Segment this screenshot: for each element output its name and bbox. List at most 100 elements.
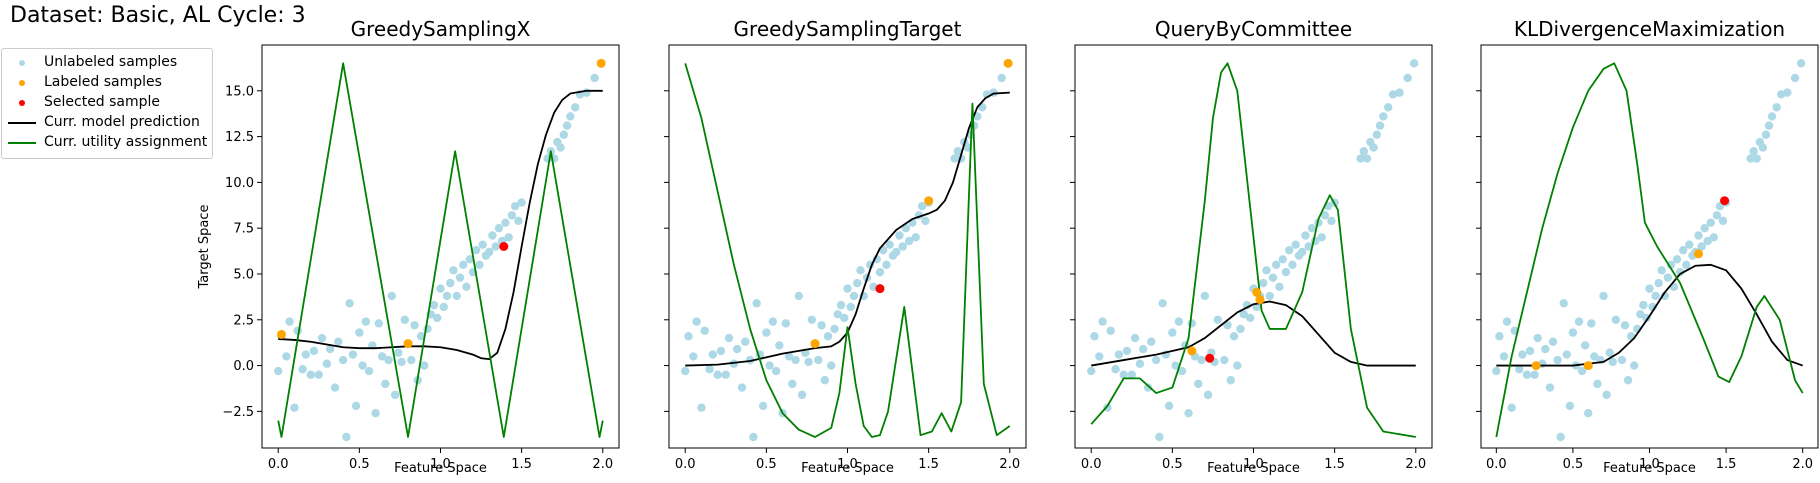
unlabeled-point bbox=[355, 328, 364, 337]
unlabeled-point bbox=[465, 255, 474, 264]
unlabeled-point bbox=[1525, 346, 1535, 356]
unlabeled-point bbox=[556, 143, 565, 152]
unlabeled-point bbox=[1574, 317, 1584, 326]
unlabeled-point bbox=[1138, 344, 1148, 354]
unlabeled-point bbox=[1203, 390, 1213, 400]
unlabeled-point bbox=[1639, 300, 1648, 310]
unlabeled-point bbox=[462, 282, 471, 291]
unlabeled-point bbox=[455, 273, 465, 282]
unlabeled-point bbox=[420, 361, 429, 370]
unlabeled-point bbox=[895, 231, 904, 240]
unlabeled-point bbox=[301, 350, 311, 359]
unlabeled-point bbox=[1383, 103, 1393, 112]
unlabeled-point bbox=[1515, 365, 1524, 374]
unlabeled-point bbox=[1636, 310, 1645, 319]
unlabeled-point bbox=[681, 366, 690, 376]
unlabeled-point bbox=[1158, 299, 1167, 308]
unlabeled-point bbox=[705, 365, 714, 374]
legend-item-utility: Curr. utility assignment bbox=[2, 133, 210, 153]
unlabeled-point bbox=[416, 332, 426, 341]
unlabeled-point bbox=[1356, 154, 1365, 163]
subplot-title: KLDivergenceMaximization bbox=[1514, 17, 1785, 41]
unlabeled-point bbox=[784, 352, 794, 361]
unlabeled-point bbox=[901, 223, 911, 233]
unlabeled-point bbox=[771, 366, 781, 376]
unlabeled-point bbox=[351, 401, 361, 411]
x-axis-label: Feature Space bbox=[1603, 461, 1696, 476]
unlabeled-point bbox=[817, 321, 826, 330]
unlabeled-point bbox=[1580, 341, 1590, 350]
unlabeled-point bbox=[1327, 216, 1336, 226]
unlabeled-point bbox=[1533, 333, 1542, 343]
legend-item-unlabeled: Unlabeled samples bbox=[2, 53, 210, 73]
utility-line bbox=[1495, 62, 1804, 438]
unlabeled-point bbox=[1599, 291, 1608, 301]
unlabeled-point bbox=[517, 198, 526, 207]
prediction-line-icon bbox=[8, 122, 36, 124]
unlabeled-point bbox=[384, 355, 393, 365]
unlabeled-point bbox=[285, 317, 294, 326]
unlabeled-point bbox=[1143, 383, 1153, 392]
unlabeled-point bbox=[1562, 350, 1571, 359]
unlabeled-point bbox=[1654, 278, 1663, 288]
labeled-point bbox=[1255, 295, 1265, 305]
labeled-point bbox=[403, 339, 413, 349]
unlabeled-point bbox=[1229, 332, 1239, 341]
unlabeled-point bbox=[1127, 370, 1136, 379]
unlabeled-point bbox=[566, 112, 575, 121]
selected-point bbox=[875, 284, 885, 294]
unlabeled-point bbox=[1617, 355, 1627, 365]
unlabeled-point bbox=[330, 383, 340, 392]
unlabeled-point bbox=[1577, 366, 1587, 376]
legend-label: Selected sample bbox=[44, 94, 161, 110]
utility-line-icon bbox=[8, 142, 36, 144]
unlabeled-point bbox=[1095, 352, 1104, 361]
unlabeled-point bbox=[475, 260, 484, 270]
unlabeled-point bbox=[1767, 112, 1777, 121]
unlabeled-point bbox=[1548, 337, 1558, 346]
unlabeled-point bbox=[1507, 403, 1516, 412]
unlabeled-point bbox=[911, 233, 920, 242]
unlabeled-point bbox=[439, 302, 448, 312]
unlabeled-point bbox=[1611, 315, 1621, 324]
unlabeled-point bbox=[400, 315, 409, 324]
unlabeled-point bbox=[729, 359, 739, 368]
utility-line bbox=[1090, 62, 1416, 438]
unlabeled-point bbox=[1663, 273, 1673, 282]
x-tick-label: 0.0 bbox=[675, 457, 696, 472]
unlabeled-point bbox=[488, 231, 497, 240]
unlabeled-point bbox=[1288, 260, 1297, 270]
y-axis-label: Target Space bbox=[197, 205, 212, 290]
unlabeled-point bbox=[875, 267, 885, 277]
unlabeled-point bbox=[1700, 223, 1709, 233]
legend: Unlabeled samples Labeled samples Select… bbox=[1, 48, 213, 159]
labeled-marker-icon bbox=[19, 80, 25, 86]
unlabeled-point bbox=[1685, 240, 1694, 249]
unlabeled-point bbox=[449, 266, 458, 275]
unlabeled-point bbox=[788, 379, 797, 389]
unlabeled-point bbox=[684, 332, 693, 341]
unlabeled-point bbox=[997, 73, 1006, 83]
x-axis-label: Feature Space bbox=[1207, 461, 1300, 476]
subplot-4: 0.0 0.5 1.0 1.5 2.0 KLDivergenceMaximization F… bbox=[1476, 17, 1819, 476]
unlabeled-point bbox=[452, 291, 461, 301]
unlabeled-point bbox=[472, 245, 481, 255]
unlabeled-point bbox=[1236, 324, 1245, 334]
subplot-title: GreedySamplingX bbox=[351, 17, 531, 41]
unlabeled-point bbox=[737, 383, 747, 392]
labeled-point bbox=[1531, 361, 1541, 371]
legend-label: Labeled samples bbox=[44, 74, 162, 90]
unlabeled-point bbox=[290, 403, 299, 412]
y-tick-label: −2.5 bbox=[222, 405, 254, 420]
unlabeled-point bbox=[1372, 130, 1382, 139]
unlabeled-point bbox=[1666, 260, 1676, 270]
selected-point bbox=[1205, 353, 1215, 363]
labeled-point bbox=[1252, 287, 1262, 297]
unlabeled-point bbox=[325, 344, 335, 354]
unlabeled-point bbox=[1087, 366, 1096, 376]
unlabeled-point bbox=[846, 302, 855, 312]
x-tick-label: 2.0 bbox=[1405, 457, 1426, 472]
unlabeled-point bbox=[836, 300, 846, 310]
unlabeled-point bbox=[274, 366, 283, 376]
x-tick-label: 1.0 bbox=[837, 457, 858, 472]
